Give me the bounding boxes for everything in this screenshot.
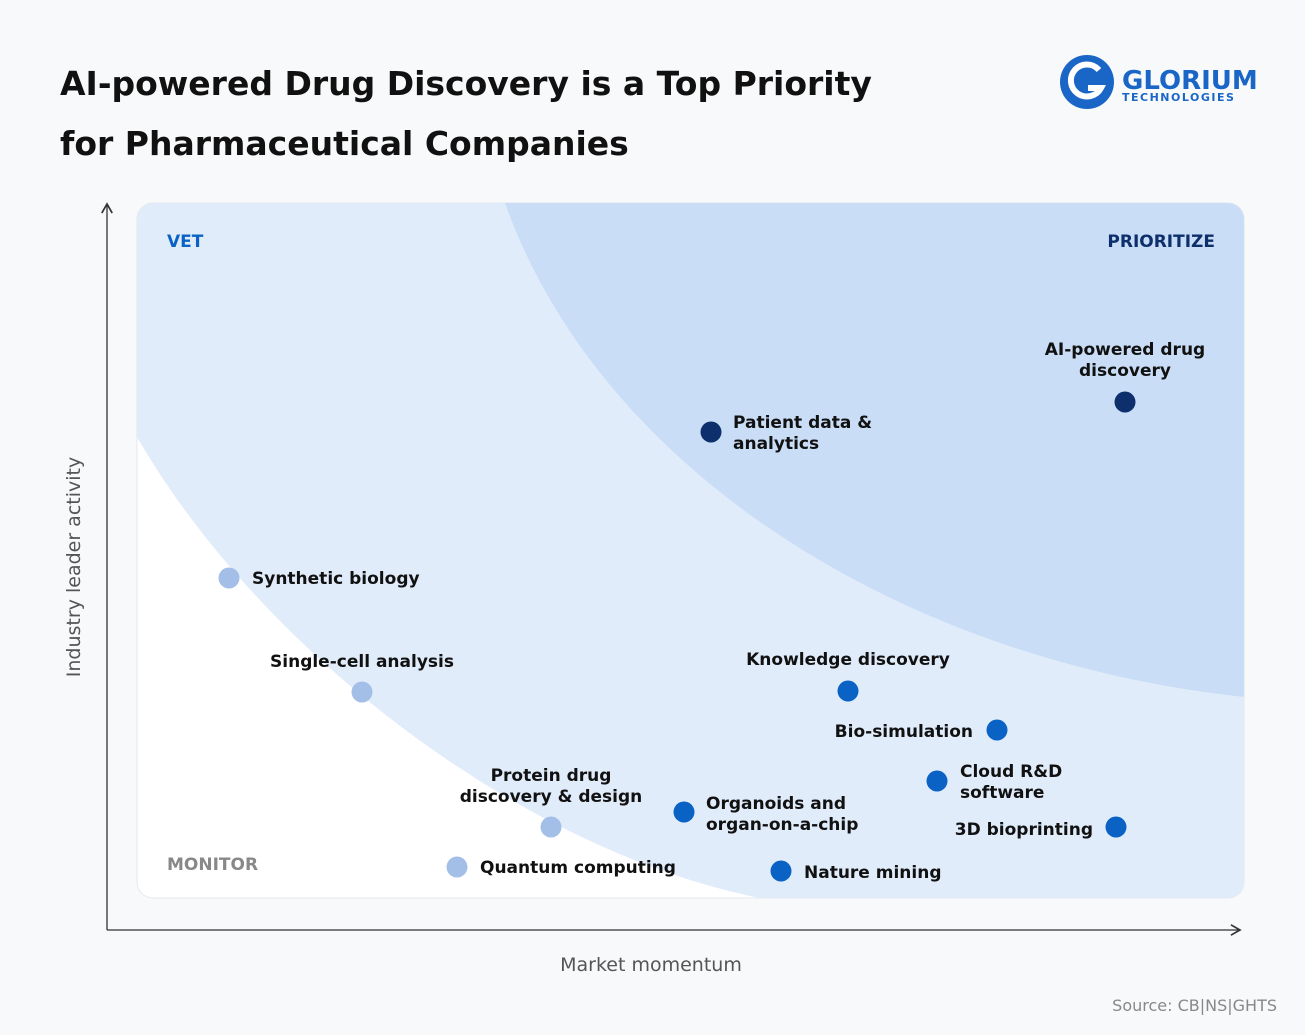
node-label-line: Organoids and bbox=[706, 794, 846, 814]
node-label: Cloud R&D software bbox=[960, 762, 1062, 803]
node-dot bbox=[770, 860, 792, 882]
node-label-line: Cloud R&D bbox=[960, 762, 1062, 782]
quadrant-label: MONITOR bbox=[167, 855, 258, 875]
node-label: Organoids and organ-on-a-chip bbox=[706, 794, 858, 835]
node-dot bbox=[700, 421, 722, 443]
logo-tagline: TECHNOLOGIES bbox=[1122, 91, 1235, 104]
node-label: Bio-simulation bbox=[835, 722, 973, 742]
node-label: Quantum computing bbox=[480, 858, 676, 878]
node-dot bbox=[926, 770, 948, 792]
node-label-line: discovery bbox=[1079, 361, 1171, 381]
node-label-line: AI-powered drug bbox=[1045, 340, 1205, 360]
node-label: Knowledge discovery bbox=[746, 650, 950, 670]
node-dot bbox=[986, 719, 1008, 741]
quadrant-label: PRIORITIZE bbox=[1107, 232, 1215, 252]
node-label-line: Single-cell analysis bbox=[270, 652, 454, 672]
node-label-line: Knowledge discovery bbox=[746, 650, 950, 670]
node-label-line: Synthetic biology bbox=[252, 569, 420, 589]
node-dot bbox=[218, 567, 240, 589]
node-label: AI-powered drug discovery bbox=[1045, 340, 1205, 381]
node-label: Protein drug discovery & design bbox=[460, 766, 643, 807]
node-dot bbox=[446, 856, 468, 878]
y-axis-label: Industry leader activity bbox=[63, 457, 85, 677]
node-label: Single-cell analysis bbox=[270, 652, 454, 672]
node-label-line: 3D bioprinting bbox=[955, 820, 1093, 840]
node-label-line: software bbox=[960, 783, 1044, 803]
node-label: Synthetic biology bbox=[252, 569, 420, 589]
node-dot bbox=[837, 680, 859, 702]
node-label-line: Protein drug bbox=[491, 766, 612, 786]
node-dot bbox=[540, 816, 562, 838]
node-label-line: discovery & design bbox=[460, 787, 643, 807]
node-dot bbox=[1105, 816, 1127, 838]
prioritize-zone bbox=[505, 203, 1244, 697]
node-dot bbox=[673, 801, 695, 823]
source: Source: CB|NS|GHTS bbox=[1112, 996, 1277, 1015]
node-label: 3D bioprinting bbox=[955, 820, 1093, 840]
x-axis-label: Market momentum bbox=[560, 954, 742, 976]
node-dot bbox=[1114, 391, 1136, 413]
node-label-line: Nature mining bbox=[804, 863, 942, 883]
node-label-line: Quantum computing bbox=[480, 858, 676, 878]
node-label-line: organ-on-a-chip bbox=[706, 815, 858, 835]
node-label: Patient data & analytics bbox=[733, 413, 872, 454]
logo-name: GLORIUM bbox=[1122, 66, 1258, 96]
node-label-line: analytics bbox=[733, 434, 819, 454]
logo-g bbox=[1067, 61, 1107, 100]
quadrant-label: VET bbox=[167, 232, 204, 252]
nodes: AI-powered drug discovery Patient data & an… bbox=[218, 340, 1205, 883]
node-label-line: Patient data & bbox=[733, 413, 872, 433]
node-dot bbox=[351, 681, 373, 703]
node-label-line: Bio-simulation bbox=[835, 722, 973, 742]
node-label: Nature mining bbox=[804, 863, 942, 883]
title: AI-powered Drug Discovery is a Top Prior… bbox=[60, 64, 872, 163]
